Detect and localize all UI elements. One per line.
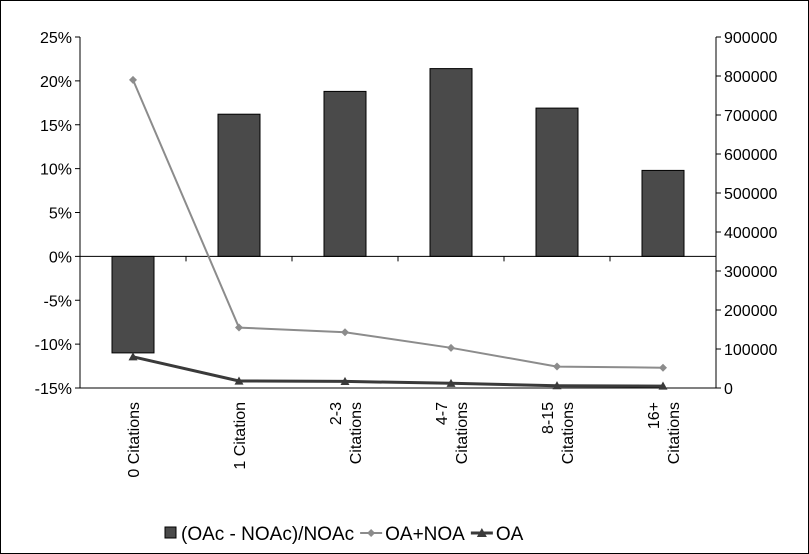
left-tick-label: -5% [44, 293, 72, 310]
category-label: 8-15 [540, 402, 557, 434]
legend: (OAc - NOAc)/NOAc OA+NOA OA [164, 524, 524, 545]
category-label: Citations [348, 402, 365, 464]
lines-layer [128, 75, 668, 390]
category-label: Citations [454, 402, 471, 464]
axes-layer [75, 36, 721, 389]
bar-1 [217, 113, 261, 257]
labels-layer: -15% -10% -5% 0% 5% 10% 15% 20% 25% 0 100000 200000… [35, 30, 778, 478]
bar-4 [535, 107, 579, 257]
right-tick-label: 300000 [724, 264, 777, 281]
left-tick-label: -10% [35, 337, 72, 354]
category-label: Citations [666, 402, 683, 464]
point-triangle [234, 376, 244, 385]
legend-marker-diamond [367, 529, 376, 537]
point-diamond [659, 363, 667, 372]
left-tick-label: 20% [40, 74, 72, 91]
right-tick-label: 500000 [724, 186, 777, 203]
legend-marker-triangle [476, 528, 487, 537]
bar-2 [323, 90, 367, 257]
bar-3 [429, 68, 473, 257]
series-line-oa-noa [132, 79, 664, 369]
series-line-oa [132, 355, 664, 388]
category-label: 2-3 [328, 402, 345, 425]
point-triangle [128, 352, 138, 361]
left-tick-label: -15% [35, 381, 72, 398]
category-label: 1 Citation [232, 402, 249, 470]
bars-layer [111, 68, 685, 354]
right-tick-label: 800000 [724, 69, 777, 86]
right-tick-label: 600000 [724, 147, 777, 164]
point-diamond [235, 323, 243, 332]
bar-5 [641, 169, 685, 257]
point-triangle [658, 381, 668, 390]
point-diamond [553, 362, 561, 371]
point-triangle [340, 376, 350, 385]
left-tick-label: 0% [49, 249, 72, 266]
right-tick-label: 0 [724, 381, 733, 398]
point-diamond [129, 75, 137, 84]
left-tick-label: 25% [40, 30, 72, 47]
right-tick-label: 700000 [724, 108, 777, 125]
category-label: 16+ [646, 402, 663, 429]
legend-label: OA+NOA [385, 524, 465, 545]
bar-0 [111, 255, 155, 354]
right-tick-label: 200000 [724, 303, 777, 320]
left-tick-label: 10% [40, 162, 72, 179]
category-label: 4-7 [434, 402, 451, 425]
category-label: Citations [560, 402, 577, 464]
point-diamond [341, 328, 349, 337]
point-diamond [447, 343, 455, 352]
legend-label: OA [496, 524, 524, 545]
right-tick-label: 400000 [724, 225, 777, 242]
left-tick-label: 15% [40, 118, 72, 135]
point-triangle [446, 378, 456, 387]
legend-label: (OAc - NOAc)/NOAc [181, 524, 354, 545]
right-tick-label: 900000 [724, 30, 777, 47]
right-tick-label: 100000 [724, 342, 777, 359]
left-tick-label: 5% [49, 206, 72, 223]
category-label: 0 Citations [126, 402, 143, 478]
point-triangle [552, 381, 562, 390]
legend-swatch-bar [164, 526, 177, 539]
